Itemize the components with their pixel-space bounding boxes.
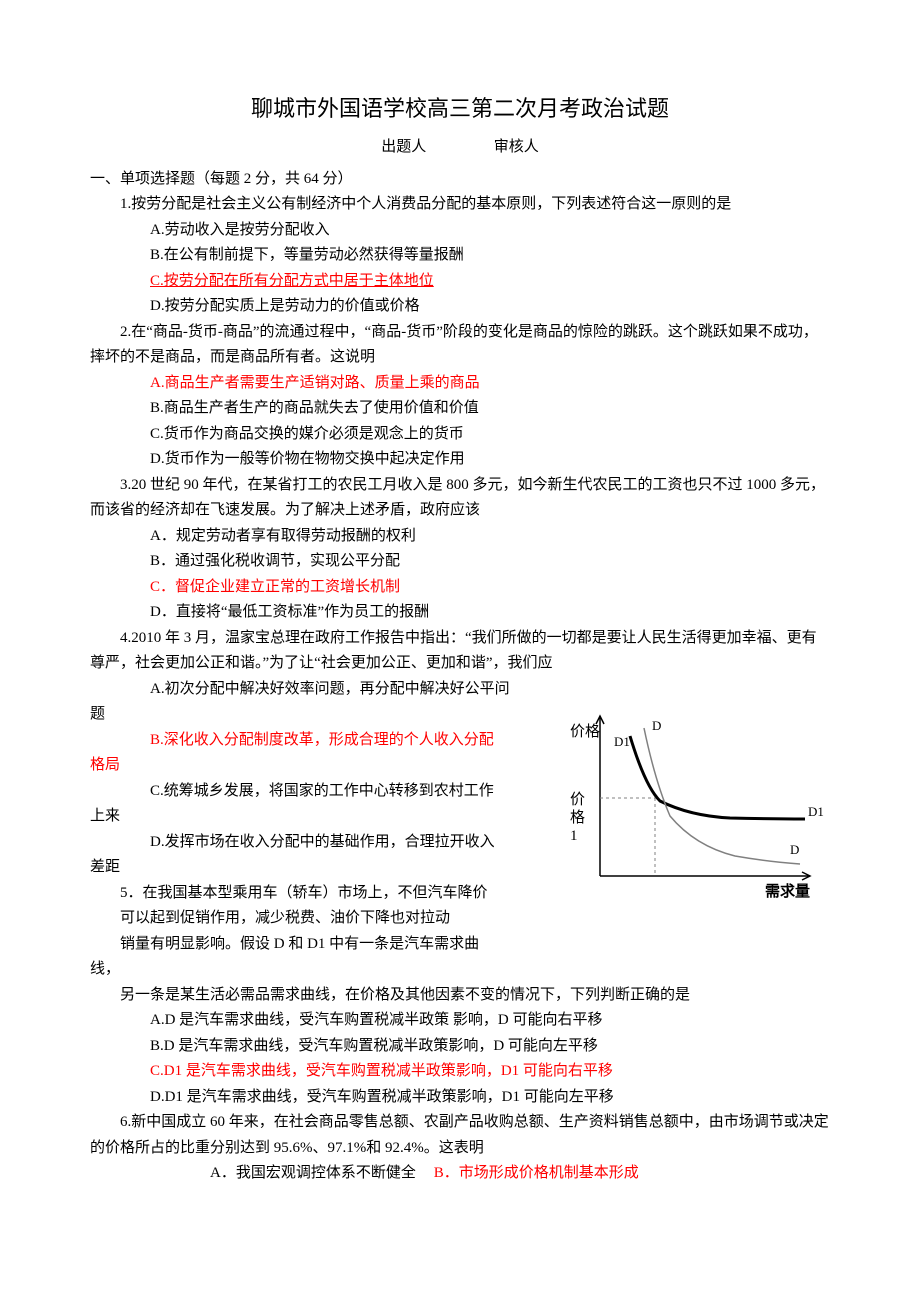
q6-opt-b: B．市场形成价格机制基本形成 xyxy=(434,1165,639,1181)
label-d1-right: D1 xyxy=(808,804,824,819)
q1-opt-a: A.劳动收入是按劳分配收入 xyxy=(90,218,830,244)
q2-opt-d: D.货币作为一般等价物在物物交换中起决定作用 xyxy=(90,447,830,473)
question-1: 1.按劳分配是社会主义公有制经济中个人消费品分配的基本原则，下列表述符合这一原则… xyxy=(90,192,830,320)
q1-opt-b: B.在公有制前提下，等量劳动必然获得等量报酬 xyxy=(90,243,830,269)
q1-stem: 1.按劳分配是社会主义公有制经济中个人消费品分配的基本原则，下列表述符合这一原则… xyxy=(90,192,830,218)
q5-opt-d: D.D1 是汽车需求曲线，受汽车购置税减半政策影响，D1 可能向左平移 xyxy=(90,1085,830,1111)
q5-opt-c: C.D1 是汽车需求曲线，受汽车购置税减半政策影响，D1 可能向右平移 xyxy=(90,1059,830,1085)
section-1-header: 一、单项选择题（每题 2 分，共 64 分） xyxy=(90,167,830,193)
y-label-4: 1 xyxy=(570,828,578,844)
label-d1-left: D1 xyxy=(614,734,630,749)
q5-l2: 可以起到促销作用，减少税费、油价下降也对拉动 xyxy=(90,906,830,932)
q5-l5: 另一条是某生活必需品需求曲线，在价格及其他因素不变的情况下，下列判断正确的是 xyxy=(90,983,830,1009)
q4-opt-a-l1: A.初次分配中解决好效率问题，再分配中解决好公平问 xyxy=(90,677,830,703)
q6-opt-a: A．我国宏观调控体系不断健全 xyxy=(150,1161,430,1187)
q1-opt-d: D.按劳分配实质上是劳动力的价值或价格 xyxy=(90,294,830,320)
label-d-bottom: D xyxy=(790,842,799,857)
author-label: 出题人 xyxy=(381,139,426,155)
q3-opt-c: C．督促企业建立正常的工资增长机制 xyxy=(90,575,830,601)
question-3: 3.20 世纪 90 年代，在某省打工的农民工月收入是 800 多元，如今新生代… xyxy=(90,473,830,626)
demand-curve-chart: 价格 价 格 1 D1 D D1 D 需求量 xyxy=(560,706,830,906)
reviewer-label: 审核人 xyxy=(494,139,539,155)
q2-opt-c: C.货币作为商品交换的媒介必须是观念上的货币 xyxy=(90,422,830,448)
q3-opt-b: B．通过强化税收调节，实现公平分配 xyxy=(90,549,830,575)
question-2: 2.在“商品-货币-商品”的流通过程中，“商品-货币”阶段的变化是商品的惊险的跳… xyxy=(90,320,830,473)
q5-l4: 线， xyxy=(90,957,830,983)
y-label-1: 价格 xyxy=(570,723,600,740)
q5-l3: 销量有明显影响。假设 D 和 D1 中有一条是汽车需求曲 xyxy=(90,932,830,958)
q5-opt-b: B.D 是汽车需求曲线，受汽车购置税减半政策影响，D 可能向左平移 xyxy=(90,1034,830,1060)
curve-d xyxy=(644,728,800,864)
q5-opt-a: A.D 是汽车需求曲线，受汽车购置税减半政策 影响，D 可能向右平移 xyxy=(90,1008,830,1034)
q3-opt-d: D．直接将“最低工资标准”作为员工的报酬 xyxy=(90,600,830,626)
x-axis-label: 需求量 xyxy=(765,882,810,900)
q1-opt-c: C.按劳分配在所有分配方式中居于主体地位 xyxy=(90,269,830,295)
subtitle: 出题人 审核人 xyxy=(90,135,830,161)
q2-opt-b: B.商品生产者生产的商品就失去了使用价值和价值 xyxy=(90,396,830,422)
label-d-top: D xyxy=(652,718,661,733)
y-label-3: 格 xyxy=(570,809,585,826)
q2-opt-a: A.商品生产者需要生产适销对路、质量上乘的商品 xyxy=(90,371,830,397)
question-6: 6.新中国成立 60 年来，在社会商品零售总额、农副产品收购总额、生产资料销售总… xyxy=(90,1110,830,1187)
q4-stem: 4.2010 年 3 月，温家宝总理在政府工作报告中指出：“我们所做的一切都是要… xyxy=(90,626,830,677)
q3-stem: 3.20 世纪 90 年代，在某省打工的农民工月收入是 800 多元，如今新生代… xyxy=(90,473,830,524)
q6-stem: 6.新中国成立 60 年来，在社会商品零售总额、农副产品收购总额、生产资料销售总… xyxy=(90,1110,830,1161)
page-title: 聊城市外国语学校高三第二次月考政治试题 xyxy=(90,90,830,127)
y-label-2: 价 xyxy=(570,792,585,808)
question-4: 4.2010 年 3 月，温家宝总理在政府工作报告中指出：“我们所做的一切都是要… xyxy=(90,626,830,958)
q3-opt-a: A．规定劳动者享有取得劳动报酬的权利 xyxy=(90,524,830,550)
chart-svg: 价格 价 格 1 D1 D D1 D 需求量 xyxy=(560,706,830,906)
q2-stem: 2.在“商品-货币-商品”的流通过程中，“商品-货币”阶段的变化是商品的惊险的跳… xyxy=(90,320,830,371)
